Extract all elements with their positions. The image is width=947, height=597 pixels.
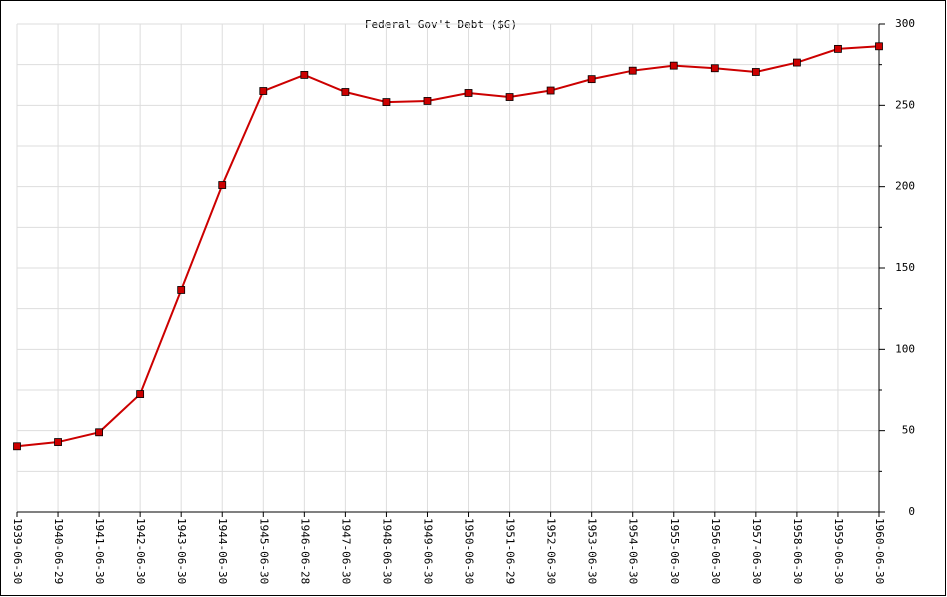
- marker: [423, 97, 432, 105]
- x-tick-label: 1945-06-30: [257, 518, 270, 584]
- marker: [341, 88, 350, 96]
- x-tick-label: 1947-06-30: [339, 518, 352, 584]
- x-tick-label: 1941-06-30: [93, 518, 106, 584]
- x-tick-label: 1939-06-30: [11, 518, 24, 584]
- x-tick-label: 1949-06-30: [421, 518, 434, 584]
- marker: [669, 61, 678, 70]
- x-tick-label: 1954-06-30: [627, 518, 640, 584]
- x-tick-label: 1940-06-29: [52, 518, 65, 584]
- x-tick-label: 1953-06-30: [586, 518, 599, 584]
- x-tick-label: 1942-06-30: [134, 518, 147, 584]
- marker: [793, 58, 801, 67]
- x-tick-label: 1957-06-30: [750, 518, 763, 584]
- marker: [95, 428, 103, 437]
- marker: [54, 438, 62, 446]
- y-tick-label: 50: [902, 424, 915, 437]
- x-tick-label: 1950-06-30: [463, 518, 476, 584]
- y-tick-label: 150: [895, 261, 915, 274]
- marker: [177, 286, 186, 294]
- line: [16, 45, 880, 448]
- y-tick-label: 250: [895, 98, 915, 111]
- marker: [300, 71, 309, 79]
- x-tick-label: 1955-06-30: [668, 518, 681, 584]
- x-tick-label: 1946-06-28: [298, 518, 311, 584]
- y-tick-label: 200: [895, 180, 915, 193]
- x-tick-label: 1944-06-30: [216, 518, 229, 584]
- y-tick-label: 100: [895, 342, 915, 355]
- x-tick-label: 1948-06-30: [380, 518, 393, 584]
- marker: [136, 390, 145, 398]
- marker: [259, 87, 268, 95]
- y-tick-label: 300: [895, 17, 915, 30]
- x-tick-label: 1952-06-30: [545, 518, 558, 584]
- marker: [587, 75, 596, 84]
- x-tick-label: 1956-06-30: [709, 518, 722, 584]
- marker: [218, 181, 227, 189]
- x-tick-label: 1951-06-29: [504, 518, 517, 584]
- marker: [13, 442, 21, 451]
- marker: [546, 86, 555, 95]
- x-tick-label: 1959-06-30: [832, 518, 845, 584]
- marker: [505, 93, 514, 101]
- marker: [628, 66, 637, 75]
- marker: [710, 64, 719, 73]
- x-tick-label: 1960-06-30: [873, 518, 886, 584]
- x-tick-label: 1943-06-30: [175, 518, 188, 584]
- marker: [875, 42, 883, 51]
- y-tick-label: 0: [908, 505, 915, 518]
- marker: [464, 89, 473, 97]
- x-tick-label: 1958-06-30: [791, 518, 804, 584]
- marker: [751, 68, 760, 76]
- marker: [834, 44, 842, 53]
- marker: [382, 98, 391, 106]
